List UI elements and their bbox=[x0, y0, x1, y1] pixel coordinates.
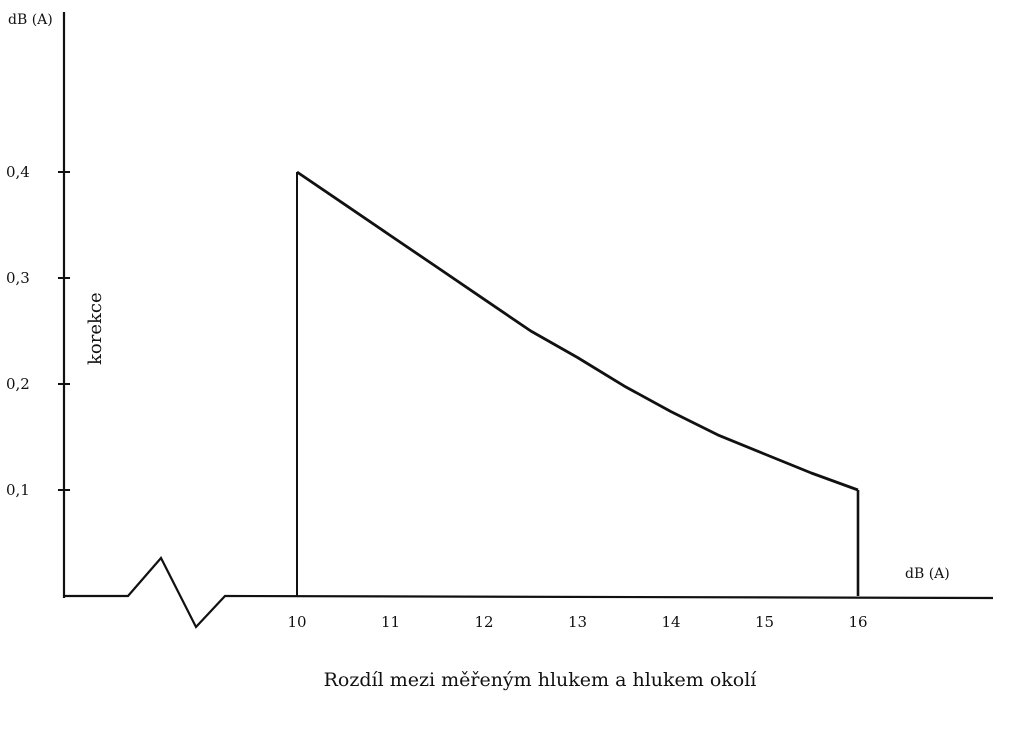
y-tick-label: 0,1 bbox=[6, 481, 30, 499]
x-axis-unit: dB (A) bbox=[905, 566, 950, 582]
x-tick-label: 16 bbox=[848, 613, 867, 631]
x-axis-ticks: 10 11 12 13 14 15 16 bbox=[287, 613, 867, 631]
x-tick-label: 12 bbox=[474, 613, 493, 631]
y-tick-label: 0,4 bbox=[6, 163, 30, 181]
x-tick-label: 14 bbox=[661, 613, 680, 631]
x-tick-label: 13 bbox=[568, 613, 587, 631]
curve-layer bbox=[296, 170, 860, 596]
x-axis-line bbox=[64, 556, 994, 629]
correction-curve bbox=[296, 170, 859, 492]
x-tick-label: 10 bbox=[287, 613, 306, 631]
y-tick-label: 0,2 bbox=[6, 375, 30, 393]
x-tick-label: 11 bbox=[381, 613, 400, 631]
x-axis-caption: Rozdíl mezi měřeným hlukem a hlukem okol… bbox=[324, 669, 758, 691]
y-axis-ticks: 0,1 0,2 0,3 0,4 bbox=[6, 163, 70, 499]
y-axis-label: korekce bbox=[85, 292, 106, 365]
y-axis-unit: dB (A) bbox=[8, 12, 53, 28]
y-tick-label: 0,3 bbox=[6, 269, 30, 287]
x-tick-label: 15 bbox=[755, 613, 774, 631]
